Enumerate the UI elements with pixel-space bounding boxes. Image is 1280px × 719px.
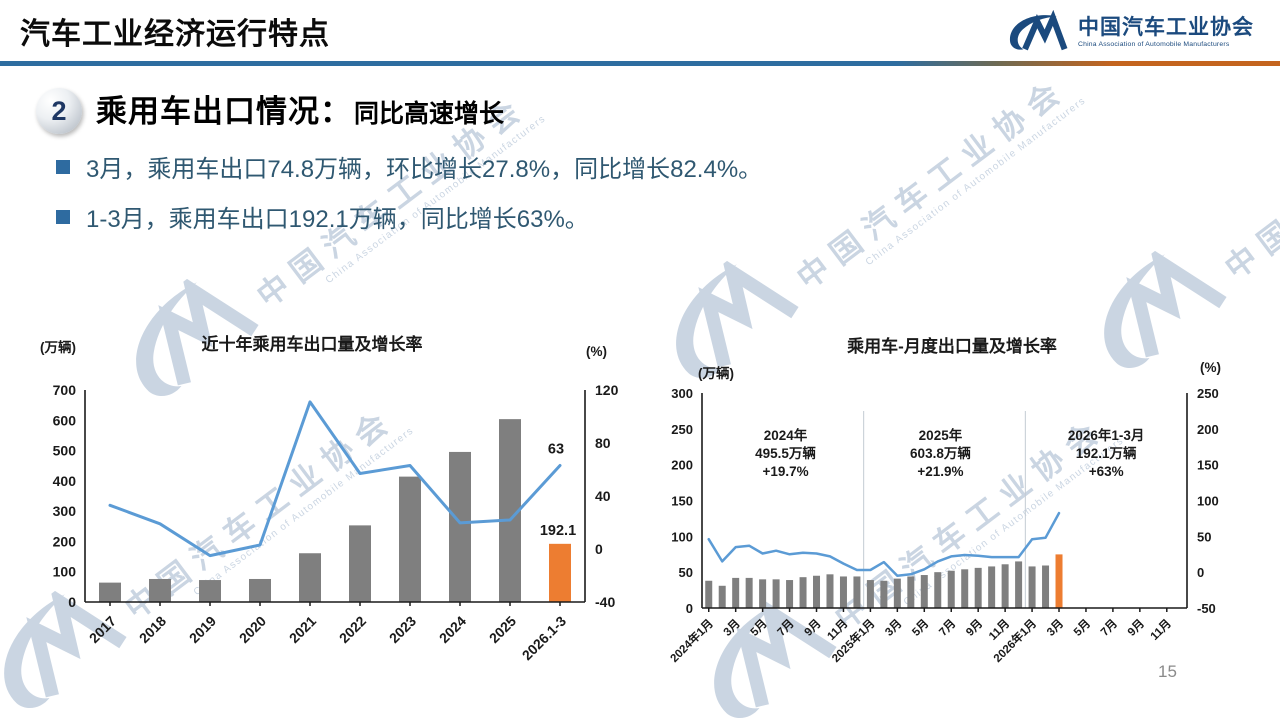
svg-text:100: 100 (53, 564, 77, 580)
bullet-marker-icon (56, 209, 70, 224)
svg-text:9月: 9月 (1125, 617, 1147, 639)
svg-text:2018: 2018 (136, 613, 169, 646)
svg-text:-50: -50 (1197, 601, 1216, 616)
annual-export-chart: 近十年乘用车出口量及增长率(万辆) (%)01002003004005006007… (40, 334, 619, 664)
svg-text:0: 0 (68, 594, 76, 610)
bullet-item: 3月，乘用车出口74.8万辆，环比增长27.8%，同比增长82.4%。 (56, 149, 762, 184)
svg-text:600: 600 (53, 412, 77, 428)
svg-text:0: 0 (686, 601, 693, 616)
svg-text:2025年: 2025年 (919, 427, 963, 443)
page-title: 汽车工业经济运行特点 (20, 18, 330, 51)
svg-text:3月: 3月 (883, 617, 905, 639)
svg-text:近十年乘用车出口量及增长率: 近十年乘用车出口量及增长率 (202, 334, 423, 354)
monthly-export-chart: 乘用车-月度出口量及增长率 (万辆) (%) 0 50 100 150 200 250 300 -5… (667, 336, 1221, 665)
svg-text:(%): (%) (586, 344, 607, 359)
svg-text:2024年1月: 2024年1月 (667, 616, 716, 665)
svg-text:100: 100 (671, 529, 693, 544)
svg-text:603.8万辆: 603.8万辆 (910, 445, 971, 461)
svg-text:9月: 9月 (802, 617, 824, 639)
svg-text:5月: 5月 (910, 617, 932, 639)
svg-text:11月: 11月 (1148, 617, 1174, 643)
svg-text:乘用车-月度出口量及增长率: 乘用车-月度出口量及增长率 (846, 336, 1057, 356)
svg-text:100: 100 (1197, 494, 1219, 509)
svg-text:7月: 7月 (775, 617, 797, 639)
svg-text:2017: 2017 (86, 613, 119, 646)
svg-text:2021: 2021 (286, 613, 319, 646)
svg-text:300: 300 (53, 503, 77, 519)
logo-text-cn: 中国汽车工业协会 (1078, 16, 1254, 40)
section-heading-main: 乘用车出口情况： (96, 94, 352, 129)
svg-text:2020: 2020 (236, 613, 269, 646)
bullet-text: 3月，乘用车出口74.8万辆，环比增长27.8%，同比增长82.4%。 (86, 156, 763, 183)
svg-text:0: 0 (1197, 565, 1204, 580)
svg-text:250: 250 (671, 422, 693, 437)
svg-text:2025: 2025 (486, 613, 519, 646)
svg-text:2024年: 2024年 (764, 427, 808, 443)
svg-text:200: 200 (1197, 422, 1219, 437)
svg-text:50: 50 (1197, 529, 1211, 544)
svg-text:2022: 2022 (336, 613, 369, 646)
svg-text:300: 300 (671, 386, 693, 401)
section-heading: 乘用车出口情况： 同比高速增长 (96, 86, 504, 131)
section-badge: 2 (36, 88, 82, 134)
svg-text:-40: -40 (595, 594, 615, 610)
svg-text:192.1: 192.1 (540, 523, 576, 539)
svg-text:9月: 9月 (963, 617, 985, 639)
svg-text:495.5万辆: 495.5万辆 (755, 445, 816, 461)
svg-text:5月: 5月 (748, 617, 770, 639)
svg-text:2026.1-3: 2026.1-3 (519, 613, 570, 664)
svg-text:2024: 2024 (436, 613, 469, 646)
page-number: 15 (1158, 662, 1177, 681)
svg-text:80: 80 (595, 435, 611, 451)
svg-text:150: 150 (1197, 458, 1219, 473)
svg-text:150: 150 (671, 494, 693, 509)
svg-text:40: 40 (595, 488, 611, 504)
svg-text:250: 250 (1197, 386, 1219, 401)
svg-text:3月: 3月 (721, 617, 743, 639)
svg-text:50: 50 (679, 565, 693, 580)
svg-text:500: 500 (53, 443, 77, 459)
svg-text:3月: 3月 (1044, 617, 1066, 639)
svg-text:63: 63 (548, 442, 564, 458)
svg-text:(%): (%) (1200, 360, 1221, 375)
caam-logo: 中国汽车工业协会 China Association of Automobile… (1003, 10, 1254, 56)
bullet-item: 1-3月，乘用车出口192.1万辆，同比增长63%。 (56, 199, 589, 234)
svg-text:192.1万辆: 192.1万辆 (1076, 445, 1137, 461)
cm-logo-icon (1003, 10, 1069, 56)
svg-text:120: 120 (595, 382, 619, 398)
svg-text:200: 200 (53, 533, 77, 549)
svg-text:+21.9%: +21.9% (917, 464, 963, 479)
svg-text:+63%: +63% (1089, 464, 1124, 479)
svg-text:2023: 2023 (386, 613, 419, 646)
logo-text-en: China Association of Automobile Manufact… (1078, 41, 1230, 49)
svg-text:400: 400 (53, 473, 77, 489)
svg-text:700: 700 (53, 382, 77, 398)
svg-text:7月: 7月 (937, 617, 959, 639)
svg-text:(万辆): (万辆) (698, 365, 734, 381)
svg-text:0: 0 (595, 541, 603, 557)
svg-text:(万辆): (万辆) (40, 339, 76, 355)
svg-text:7月: 7月 (1098, 617, 1120, 639)
svg-text:2019: 2019 (186, 613, 219, 646)
svg-text:2026年1-3月: 2026年1-3月 (1068, 427, 1145, 443)
bullet-marker-icon (56, 159, 70, 174)
svg-text:5月: 5月 (1071, 617, 1093, 639)
svg-text:+19.7%: +19.7% (762, 464, 808, 479)
bullet-text: 1-3月，乘用车出口192.1万辆，同比增长63%。 (86, 206, 589, 233)
header-divider (0, 61, 1280, 66)
section-heading-sub: 同比高速增长 (354, 100, 505, 128)
svg-text:200: 200 (671, 458, 693, 473)
